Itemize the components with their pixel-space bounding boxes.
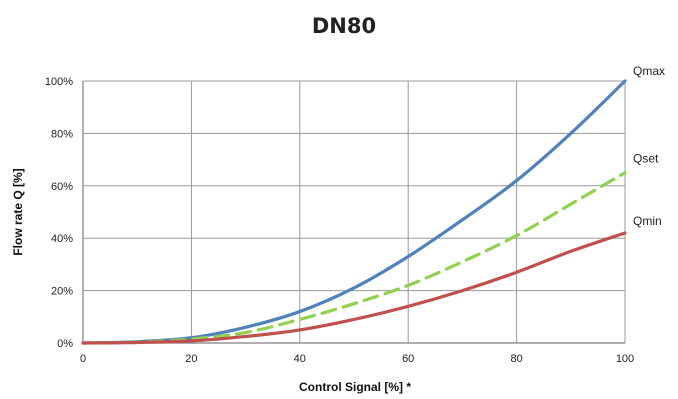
y-tick-label: 20% (51, 286, 73, 298)
y-tick-labels: 0% 20% 40% 60% 80% 100% (45, 76, 73, 350)
x-tick-label: 40 (294, 353, 306, 365)
y-tick-label: 60% (51, 181, 73, 193)
series-label-qset: Qset (633, 152, 659, 166)
series-labels: Qmax Qset Qmin (633, 64, 665, 228)
y-tick-label: 40% (51, 233, 73, 245)
x-tick-labels: 0 20 40 60 80 100 (80, 353, 634, 365)
x-tick-label: 20 (185, 353, 197, 365)
x-tick-label: 80 (510, 353, 522, 365)
y-tick-label: 80% (51, 128, 73, 140)
series-label-qmin: Qmin (633, 214, 662, 228)
y-tick-label: 0% (57, 338, 73, 350)
chart-title: DN80 (312, 14, 376, 38)
y-axis-title: Flow rate Q [%] (11, 168, 25, 255)
series-label-qmax: Qmax (633, 64, 665, 78)
x-axis-title: Control Signal [%] * (299, 380, 411, 394)
series-line-qmin (81, 231, 627, 345)
series-line-qset (81, 171, 627, 345)
x-tick-label: 60 (402, 353, 414, 365)
x-tick-label: 100 (616, 353, 634, 365)
x-tick-label: 0 (80, 353, 86, 365)
y-tick-label: 100% (45, 76, 73, 88)
series-lines (81, 79, 627, 345)
